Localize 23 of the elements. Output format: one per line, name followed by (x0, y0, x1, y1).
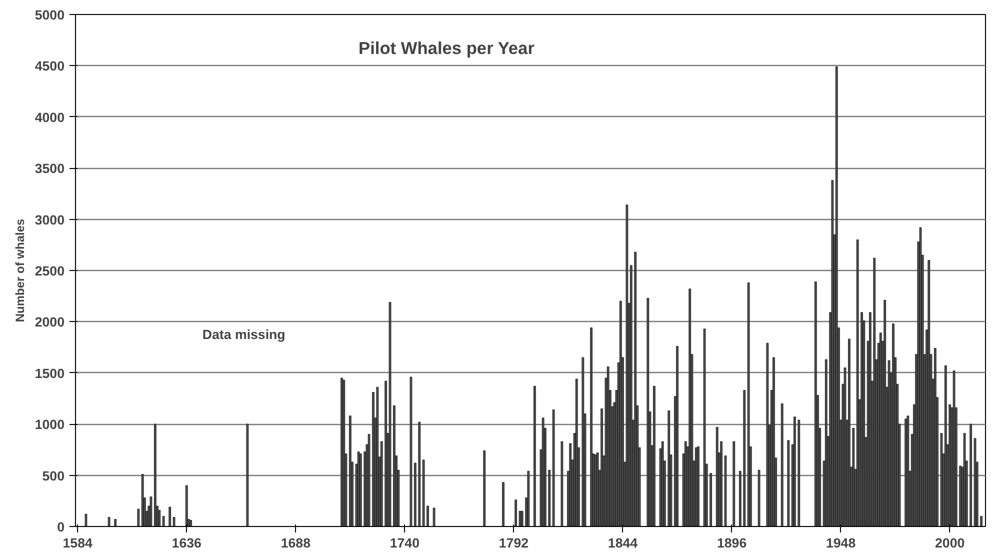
y-tick-label: 4500 (34, 58, 65, 74)
x-tick-label: 1896 (716, 536, 747, 550)
y-tick-label: 1500 (34, 366, 65, 381)
x-tick-label: 1584 (62, 536, 94, 550)
y-tick-label: 1000 (34, 417, 65, 432)
y-axis-title: Number of whales (12, 218, 27, 322)
y-tick-label: 5000 (34, 8, 65, 22)
x-tick-label: 1636 (172, 536, 202, 550)
y-tick-label: 2500 (34, 264, 65, 278)
x-tick-label: 2000 (935, 536, 965, 550)
x-tick-label: 1844 (608, 536, 638, 550)
y-tick-label: 4000 (34, 110, 65, 125)
y-tick-label: 0 (57, 520, 65, 534)
x-tick-label: 1740 (390, 536, 420, 550)
x-tick-label: 1948 (826, 536, 856, 550)
y-tick-label: 3000 (34, 212, 65, 228)
annotation: Data missing (202, 327, 286, 342)
text: Pilot Whales per Year (358, 38, 535, 58)
y-tick-label: 3500 (34, 161, 65, 176)
y-tick-label: 2000 (34, 314, 65, 330)
y-tick-label: 500 (42, 468, 65, 484)
x-tick-label: 1792 (498, 536, 529, 550)
x-tick-label: 1688 (280, 536, 310, 550)
